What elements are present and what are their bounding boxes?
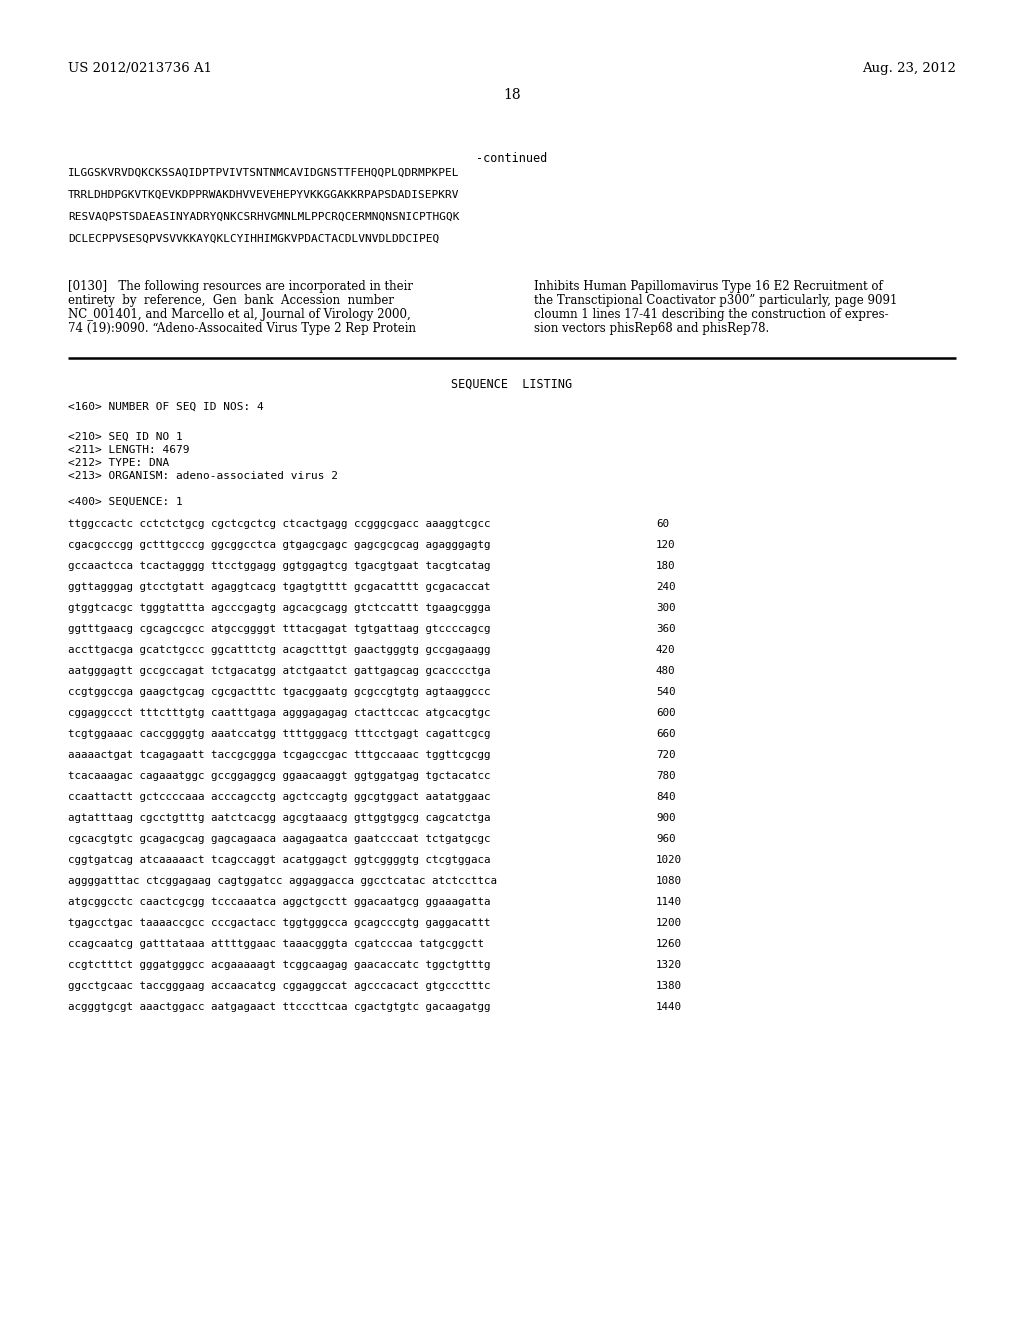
Text: 120: 120 (656, 540, 676, 550)
Text: 180: 180 (656, 561, 676, 572)
Text: gtggtcacgc tgggtattta agcccgagtg agcacgcagg gtctccattt tgaagcggga: gtggtcacgc tgggtattta agcccgagtg agcacgc… (68, 603, 490, 612)
Text: 780: 780 (656, 771, 676, 781)
Text: 960: 960 (656, 834, 676, 843)
Text: cgcacgtgtc gcagacgcag gagcagaaca aagagaatca gaatcccaat tctgatgcgc: cgcacgtgtc gcagacgcag gagcagaaca aagagaa… (68, 834, 490, 843)
Text: 1200: 1200 (656, 917, 682, 928)
Text: ILGGSKVRVDQKCKSSAQIDPTPVIVTSNTNMCAVIDGNSTTFEHQQPLQDRMPKPEL: ILGGSKVRVDQKCKSSAQIDPTPVIVTSNTNMCAVIDGNS… (68, 168, 460, 178)
Text: 1140: 1140 (656, 898, 682, 907)
Text: DCLECPPVSESQPVSVVKKAYQKLCYIHHIMGKVPDACTACDLVNVDLDDCIPEQ: DCLECPPVSESQPVSVVKKAYQKLCYIHHIMGKVPDACTA… (68, 234, 439, 244)
Text: aatgggagtt gccgccagat tctgacatgg atctgaatct gattgagcag gcacccctga: aatgggagtt gccgccagat tctgacatgg atctgaa… (68, 667, 490, 676)
Text: tcacaaagac cagaaatggc gccggaggcg ggaacaaggt ggtggatgag tgctacatcc: tcacaaagac cagaaatggc gccggaggcg ggaacaa… (68, 771, 490, 781)
Text: 600: 600 (656, 708, 676, 718)
Text: 1080: 1080 (656, 876, 682, 886)
Text: 540: 540 (656, 686, 676, 697)
Text: US 2012/0213736 A1: US 2012/0213736 A1 (68, 62, 212, 75)
Text: entirety  by  reference,  Gen  bank  Accession  number: entirety by reference, Gen bank Accessio… (68, 294, 394, 308)
Text: <210> SEQ ID NO 1: <210> SEQ ID NO 1 (68, 432, 182, 442)
Text: ccagcaatcg gatttataaa attttggaac taaacgggta cgatcccaa tatgcggctt: ccagcaatcg gatttataaa attttggaac taaacgg… (68, 939, 484, 949)
Text: 1020: 1020 (656, 855, 682, 865)
Text: NC_001401, and Marcello et al, Journal of Virology 2000,: NC_001401, and Marcello et al, Journal o… (68, 308, 411, 321)
Text: cggaggccct tttctttgtg caatttgaga agggagagag ctacttccac atgcacgtgc: cggaggccct tttctttgtg caatttgaga agggaga… (68, 708, 490, 718)
Text: aaaaactgat tcagagaatt taccgcggga tcgagccgac tttgccaaac tggttcgcgg: aaaaactgat tcagagaatt taccgcggga tcgagcc… (68, 750, 490, 760)
Text: cloumn 1 lines 17-41 describing the construction of expres-: cloumn 1 lines 17-41 describing the cons… (534, 308, 889, 321)
Text: ggttagggag gtcctgtatt agaggtcacg tgagtgtttt gcgacatttt gcgacaccat: ggttagggag gtcctgtatt agaggtcacg tgagtgt… (68, 582, 490, 591)
Text: tgagcctgac taaaaccgcc cccgactacc tggtgggcca gcagcccgtg gaggacattt: tgagcctgac taaaaccgcc cccgactacc tggtggg… (68, 917, 490, 928)
Text: ggcctgcaac taccgggaag accaacatcg cggaggccat agcccacact gtgccctttc: ggcctgcaac taccgggaag accaacatcg cggaggc… (68, 981, 490, 991)
Text: ccaattactt gctccccaaa acccagcctg agctccagtg ggcgtggact aatatggaac: ccaattactt gctccccaaa acccagcctg agctcca… (68, 792, 490, 803)
Text: RESVAQPSTSDAEASINYADRYQNKCSRHVGMNLMLPPCRQCERMNQNSNICPTHGQK: RESVAQPSTSDAEASINYADRYQNKCSRHVGMNLMLPPCR… (68, 213, 460, 222)
Text: 60: 60 (656, 519, 669, 529)
Text: <212> TYPE: DNA: <212> TYPE: DNA (68, 458, 169, 469)
Text: 900: 900 (656, 813, 676, 822)
Text: tcgtggaaac caccggggtg aaatccatgg ttttgggacg tttcctgagt cagattcgcg: tcgtggaaac caccggggtg aaatccatgg ttttggg… (68, 729, 490, 739)
Text: 840: 840 (656, 792, 676, 803)
Text: ttggccactc cctctctgcg cgctcgctcg ctcactgagg ccgggcgacc aaaggtcgcc: ttggccactc cctctctgcg cgctcgctcg ctcactg… (68, 519, 490, 529)
Text: acgggtgcgt aaactggacc aatgagaact ttcccttcaa cgactgtgtc gacaagatgg: acgggtgcgt aaactggacc aatgagaact ttccctt… (68, 1002, 490, 1012)
Text: 420: 420 (656, 645, 676, 655)
Text: accttgacga gcatctgccc ggcatttctg acagctttgt gaactgggtg gccgagaagg: accttgacga gcatctgccc ggcatttctg acagctt… (68, 645, 490, 655)
Text: TRRLDHDPGKVTKQEVKDPPRWAKDHVVEVEHEPYVKKGGAKKRPAPSDADISEPKRV: TRRLDHDPGKVTKQEVKDPPRWAKDHVVEVEHEPYVKKGG… (68, 190, 460, 201)
Text: gccaactcca tcactagggg ttcctggagg ggtggagtcg tgacgtgaat tacgtcatag: gccaactcca tcactagggg ttcctggagg ggtggag… (68, 561, 490, 572)
Text: cgacgcccgg gctttgcccg ggcggcctca gtgagcgagc gagcgcgcag agagggagtg: cgacgcccgg gctttgcccg ggcggcctca gtgagcg… (68, 540, 490, 550)
Text: 300: 300 (656, 603, 676, 612)
Text: 240: 240 (656, 582, 676, 591)
Text: aggggatttac ctcggagaag cagtggatcc aggaggacca ggcctcatac atctccttca: aggggatttac ctcggagaag cagtggatcc aggagg… (68, 876, 497, 886)
Text: 720: 720 (656, 750, 676, 760)
Text: ccgtggccga gaagctgcag cgcgactttc tgacggaatg gcgccgtgtg agtaaggccc: ccgtggccga gaagctgcag cgcgactttc tgacgga… (68, 686, 490, 697)
Text: <400> SEQUENCE: 1: <400> SEQUENCE: 1 (68, 498, 182, 507)
Text: 18: 18 (503, 88, 521, 102)
Text: atgcggcctc caactcgcgg tcccaaatca aggctgcctt ggacaatgcg ggaaagatta: atgcggcctc caactcgcgg tcccaaatca aggctgc… (68, 898, 490, 907)
Text: 360: 360 (656, 624, 676, 634)
Text: 1260: 1260 (656, 939, 682, 949)
Text: 1320: 1320 (656, 960, 682, 970)
Text: SEQUENCE  LISTING: SEQUENCE LISTING (452, 378, 572, 391)
Text: agtatttaag cgcctgtttg aatctcacgg agcgtaaacg gttggtggcg cagcatctga: agtatttaag cgcctgtttg aatctcacgg agcgtaa… (68, 813, 490, 822)
Text: 74 (19):9090. “Adeno-Assocaited Virus Type 2 Rep Protein: 74 (19):9090. “Adeno-Assocaited Virus Ty… (68, 322, 416, 335)
Text: Inhibits Human Papillomavirus Type 16 E2 Recruitment of: Inhibits Human Papillomavirus Type 16 E2… (534, 280, 883, 293)
Text: cggtgatcag atcaaaaact tcagccaggt acatggagct ggtcggggtg ctcgtggaca: cggtgatcag atcaaaaact tcagccaggt acatgga… (68, 855, 490, 865)
Text: ccgtctttct gggatgggcc acgaaaaagt tcggcaagag gaacaccatc tggctgtttg: ccgtctttct gggatgggcc acgaaaaagt tcggcaa… (68, 960, 490, 970)
Text: sion vectors phisRep68 and phisRep78.: sion vectors phisRep68 and phisRep78. (534, 322, 769, 335)
Text: ggtttgaacg cgcagccgcc atgccggggt tttacgagat tgtgattaag gtccccagcg: ggtttgaacg cgcagccgcc atgccggggt tttacga… (68, 624, 490, 634)
Text: <213> ORGANISM: adeno-associated virus 2: <213> ORGANISM: adeno-associated virus 2 (68, 471, 338, 480)
Text: Aug. 23, 2012: Aug. 23, 2012 (862, 62, 956, 75)
Text: <160> NUMBER OF SEQ ID NOS: 4: <160> NUMBER OF SEQ ID NOS: 4 (68, 403, 264, 412)
Text: [0130]   The following resources are incorporated in their: [0130] The following resources are incor… (68, 280, 413, 293)
Text: <211> LENGTH: 4679: <211> LENGTH: 4679 (68, 445, 189, 455)
Text: -continued: -continued (476, 152, 548, 165)
Text: the Transctipional Coactivator p300” particularly, page 9091: the Transctipional Coactivator p300” par… (534, 294, 897, 308)
Text: 1380: 1380 (656, 981, 682, 991)
Text: 660: 660 (656, 729, 676, 739)
Text: 480: 480 (656, 667, 676, 676)
Text: 1440: 1440 (656, 1002, 682, 1012)
